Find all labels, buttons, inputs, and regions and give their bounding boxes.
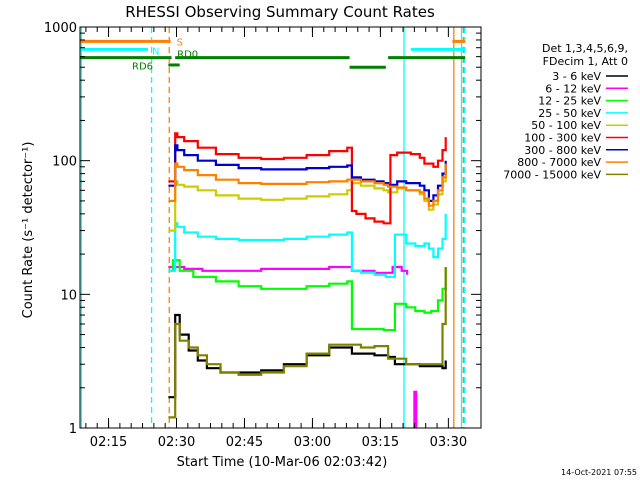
footer-timestamp: 14-Oct-2021 07:55 [561, 468, 637, 477]
series-line [168, 213, 447, 278]
chart-title: RHESSI Observing Summary Count Rates [125, 3, 435, 21]
state-bar-label: N [152, 46, 159, 57]
legend: Det 1,3,4,5,6,9,FDecim 1, Att 0 3 - 6 keV… [503, 42, 628, 181]
x-tick-label: 02:30 [158, 435, 195, 450]
x-tick-label: 03:15 [362, 435, 399, 450]
y-tick-label: 1000 [44, 21, 77, 36]
x-tick-label: 02:15 [90, 435, 127, 450]
y-tick-label: 100 [52, 155, 77, 170]
legend-entry-label: 300 - 800 keV [524, 144, 601, 157]
legend-entry-label: 6 - 12 keV [545, 82, 601, 95]
series-line [168, 132, 447, 225]
y-tick-label: 1 [69, 422, 77, 437]
legend-entry-label: 3 - 6 keV [552, 70, 601, 83]
y-axis-label: Count Rate (s⁻¹ detector⁻¹) [21, 142, 36, 319]
series-group [168, 132, 447, 419]
legend-entry-label: 50 - 100 keV [531, 119, 601, 132]
legend-entry-label: 12 - 25 keV [538, 95, 601, 108]
legend-entry-label: 800 - 7000 keV [517, 156, 601, 169]
legend-entry-label: 7000 - 15000 keV [503, 168, 601, 181]
legend-header: Det 1,3,4,5,6,9, [542, 42, 628, 55]
x-tick-label: 02:45 [226, 435, 263, 450]
legend-header: FDecim 1, Att 0 [543, 55, 628, 68]
state-bar-label: RD0 [177, 50, 198, 61]
series-line [168, 265, 409, 275]
state-bar-label: RD6 [132, 62, 153, 73]
legend-entry-label: 100 - 300 keV [524, 132, 601, 145]
plot-frame [79, 26, 482, 429]
x-tick-label: 03:00 [294, 435, 331, 450]
y-tick-label: 10 [60, 288, 77, 303]
series-line [168, 267, 447, 419]
series-line [168, 162, 447, 207]
x-axis-label: Start Time (10-Mar-06 02:03:42) [177, 455, 388, 470]
state-bar-label: S [177, 37, 183, 48]
x-tick-label: 03:30 [430, 435, 467, 450]
plot-layer: S N RD0 RD6 1 10 100 1000 02:15 02:30 02:45 03:00 03… [44, 21, 482, 450]
series-line [168, 259, 447, 332]
legend-entry-label: 25 - 50 keV [538, 107, 601, 120]
